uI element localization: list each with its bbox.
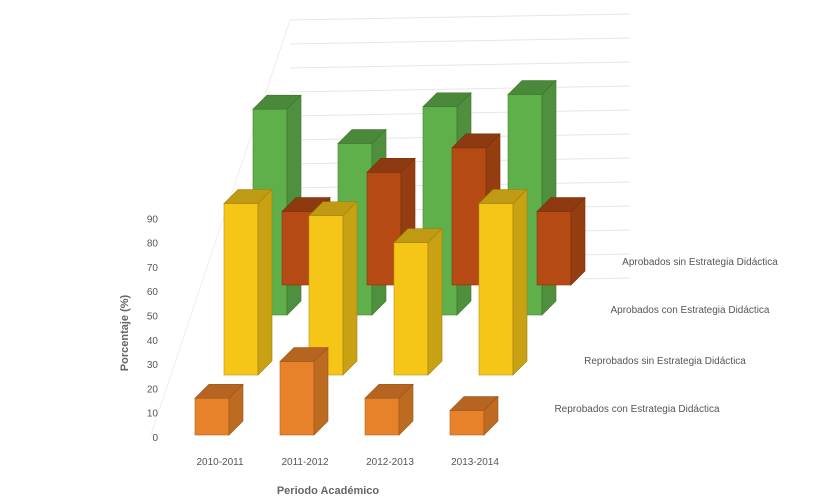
bar [478,188,528,376]
x-axis-tick-labels: 2010-2011 2011-2012 2012-2013 2013-2014 [196,457,499,468]
y-axis-title: Porcentaje (%) [119,294,131,371]
x-tick-label: 2012-2013 [366,457,414,468]
bar-side [483,395,499,436]
y-axis-tick-labels: 0 10 20 30 40 50 60 70 80 90 [147,214,159,444]
bar-side [228,383,244,436]
y-tick-label: 10 [147,409,159,420]
bar-side [313,346,329,436]
bar-front [279,361,315,436]
series-label: Reprobados con Estrategia Didáctica [554,404,720,415]
bar-side [257,188,273,376]
y-tick-label: 80 [147,239,159,250]
series-label: Reprobados sin Estrategia Didáctica [584,356,746,367]
y-tick-label: 20 [147,384,159,395]
y-tick-label: 90 [147,214,159,225]
gridline [289,85,631,93]
y-tick-label: 70 [147,263,159,274]
bar [449,395,499,436]
bar-front [478,203,514,376]
y-tick-label: 60 [147,287,159,298]
bar-side [512,188,528,376]
x-tick-label: 2011-2012 [281,457,329,468]
bar-side [342,201,358,376]
bar-side [427,227,443,376]
series-label: Aprobados con Estrategia Didáctica [611,305,770,316]
bar-side [398,383,414,436]
bar-side [570,196,586,286]
bar-front [449,410,485,436]
bar-front [194,397,230,436]
x-tick-label: 2013-2014 [451,457,499,468]
y-tick-label: 40 [147,336,159,347]
bar [194,383,244,436]
bar-front [223,203,259,376]
bar [536,196,586,286]
bar [364,383,414,436]
x-tick-label: 2010-2011 [196,457,244,468]
y-tick-label: 30 [147,360,159,371]
bar [279,346,329,436]
gridline [289,61,631,69]
bar-front [393,242,429,376]
bar-front [364,397,400,436]
y-tick-label: 0 [152,433,158,444]
bar-front [536,211,572,286]
bar [223,188,273,376]
bars [194,79,586,436]
series-label: Aprobados sin Estrategia Didáctica [622,257,778,268]
series-labels: Reprobados con Estrategia Didáctica Repro… [554,257,778,415]
bar [393,227,443,376]
y-tick-label: 50 [147,312,159,323]
x-axis-title: Periodo Académico [277,485,380,497]
wall-edge [149,19,291,438]
gridline [289,37,631,45]
gridline [289,13,631,21]
